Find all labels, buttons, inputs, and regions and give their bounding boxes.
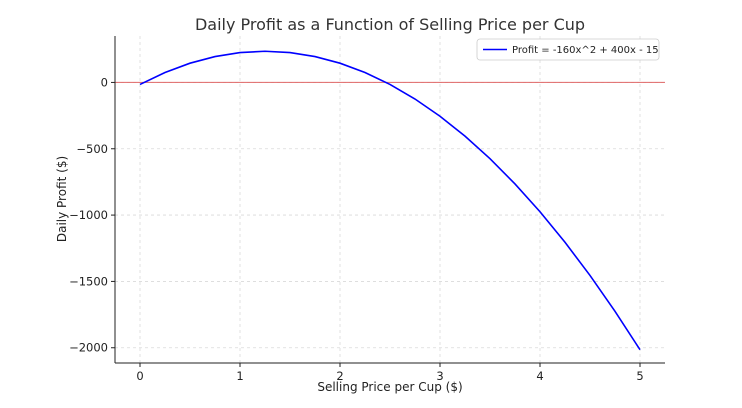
y-tick-label: 0	[101, 75, 108, 89]
x-tick-label: 1	[236, 369, 243, 383]
series-line-profit	[139, 50, 641, 351]
x-tick-label: 5	[636, 369, 643, 383]
y-axis-label: Daily Profit ($)	[55, 156, 69, 242]
x-tick-label: 3	[436, 369, 443, 383]
chart-title: Daily Profit as a Function of Selling Pr…	[195, 15, 585, 34]
x-tick-label: 4	[536, 369, 543, 383]
y-tick-label: −1000	[69, 208, 108, 222]
x-ticks: 0 1 2 3 4 5	[136, 363, 644, 383]
y-ticks: 0 −500 −1000 −1500 −2000	[69, 75, 115, 355]
x-axis-label: Selling Price per Cup ($)	[317, 380, 462, 394]
legend-box	[476, 38, 660, 61]
x-tick-label: 2	[336, 369, 343, 383]
y-tick-label: −2000	[69, 341, 108, 355]
legend: Profit = -160x^2 + 400x - 15	[476, 38, 660, 61]
y-tick-label: −500	[76, 142, 108, 156]
legend-entry-profit: Profit = -160x^2 + 400x - 15	[512, 45, 659, 56]
x-tick-label: 0	[136, 369, 143, 383]
y-tick-label: −1500	[69, 274, 108, 288]
